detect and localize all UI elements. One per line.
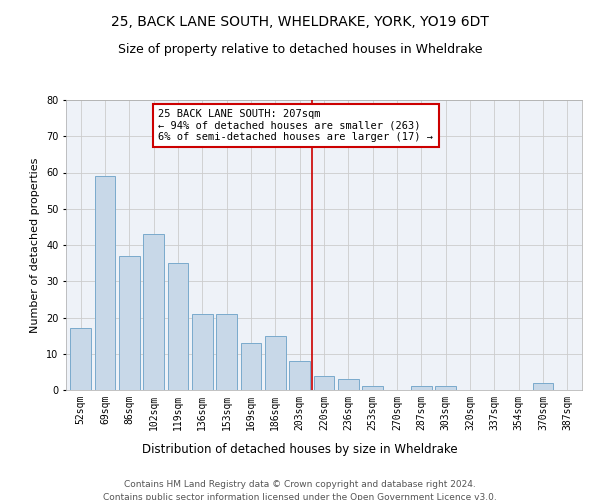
Bar xyxy=(314,376,334,390)
Bar xyxy=(338,379,359,390)
Bar xyxy=(216,314,237,390)
Bar xyxy=(411,386,432,390)
Bar xyxy=(533,383,553,390)
Bar xyxy=(167,263,188,390)
Y-axis label: Number of detached properties: Number of detached properties xyxy=(31,158,40,332)
Text: Distribution of detached houses by size in Wheldrake: Distribution of detached houses by size … xyxy=(142,442,458,456)
Bar xyxy=(95,176,115,390)
Text: 25, BACK LANE SOUTH, WHELDRAKE, YORK, YO19 6DT: 25, BACK LANE SOUTH, WHELDRAKE, YORK, YO… xyxy=(111,15,489,29)
Bar xyxy=(70,328,91,390)
Text: Size of property relative to detached houses in Wheldrake: Size of property relative to detached ho… xyxy=(118,42,482,56)
Text: 25 BACK LANE SOUTH: 207sqm
← 94% of detached houses are smaller (263)
6% of semi: 25 BACK LANE SOUTH: 207sqm ← 94% of deta… xyxy=(158,109,433,142)
Text: Contains HM Land Registry data © Crown copyright and database right 2024.
Contai: Contains HM Land Registry data © Crown c… xyxy=(103,480,497,500)
Bar xyxy=(119,256,140,390)
Bar xyxy=(289,361,310,390)
Bar xyxy=(143,234,164,390)
Bar xyxy=(192,314,212,390)
Bar xyxy=(436,386,456,390)
Bar xyxy=(241,343,262,390)
Bar xyxy=(265,336,286,390)
Bar xyxy=(362,386,383,390)
